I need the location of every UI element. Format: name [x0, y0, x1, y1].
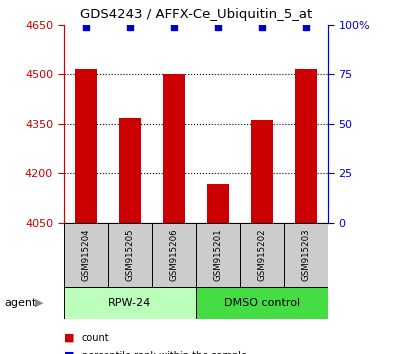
Bar — [63, 223, 108, 287]
Point — [302, 24, 308, 30]
Text: ■: ■ — [63, 351, 74, 354]
Bar — [107, 223, 151, 287]
Text: ▶: ▶ — [35, 298, 43, 308]
Bar — [74, 69, 97, 223]
Text: GSM915202: GSM915202 — [257, 229, 266, 281]
Point — [170, 24, 177, 30]
Point — [214, 24, 220, 30]
Bar — [206, 184, 228, 223]
Bar — [283, 223, 327, 287]
Bar — [196, 287, 327, 319]
Bar — [239, 223, 283, 287]
Text: GSM915204: GSM915204 — [81, 229, 90, 281]
Point — [126, 24, 133, 30]
Bar — [162, 74, 184, 223]
Point — [258, 24, 265, 30]
Text: GSM915205: GSM915205 — [125, 229, 134, 281]
Text: ■: ■ — [63, 333, 74, 343]
Point — [82, 24, 89, 30]
Bar — [63, 287, 196, 319]
Text: agent: agent — [4, 298, 36, 308]
Bar — [294, 69, 316, 223]
Text: GSM915206: GSM915206 — [169, 229, 178, 281]
Bar — [250, 120, 272, 223]
Text: percentile rank within the sample: percentile rank within the sample — [82, 351, 246, 354]
Bar — [118, 118, 140, 223]
Text: DMSO control: DMSO control — [223, 298, 299, 308]
Text: RPW-24: RPW-24 — [108, 298, 151, 308]
Text: GSM915203: GSM915203 — [301, 229, 310, 281]
Text: GSM915201: GSM915201 — [213, 229, 222, 281]
Text: count: count — [82, 333, 109, 343]
Bar — [151, 223, 196, 287]
Title: GDS4243 / AFFX-Ce_Ubiquitin_5_at: GDS4243 / AFFX-Ce_Ubiquitin_5_at — [79, 8, 311, 21]
Bar — [196, 223, 239, 287]
